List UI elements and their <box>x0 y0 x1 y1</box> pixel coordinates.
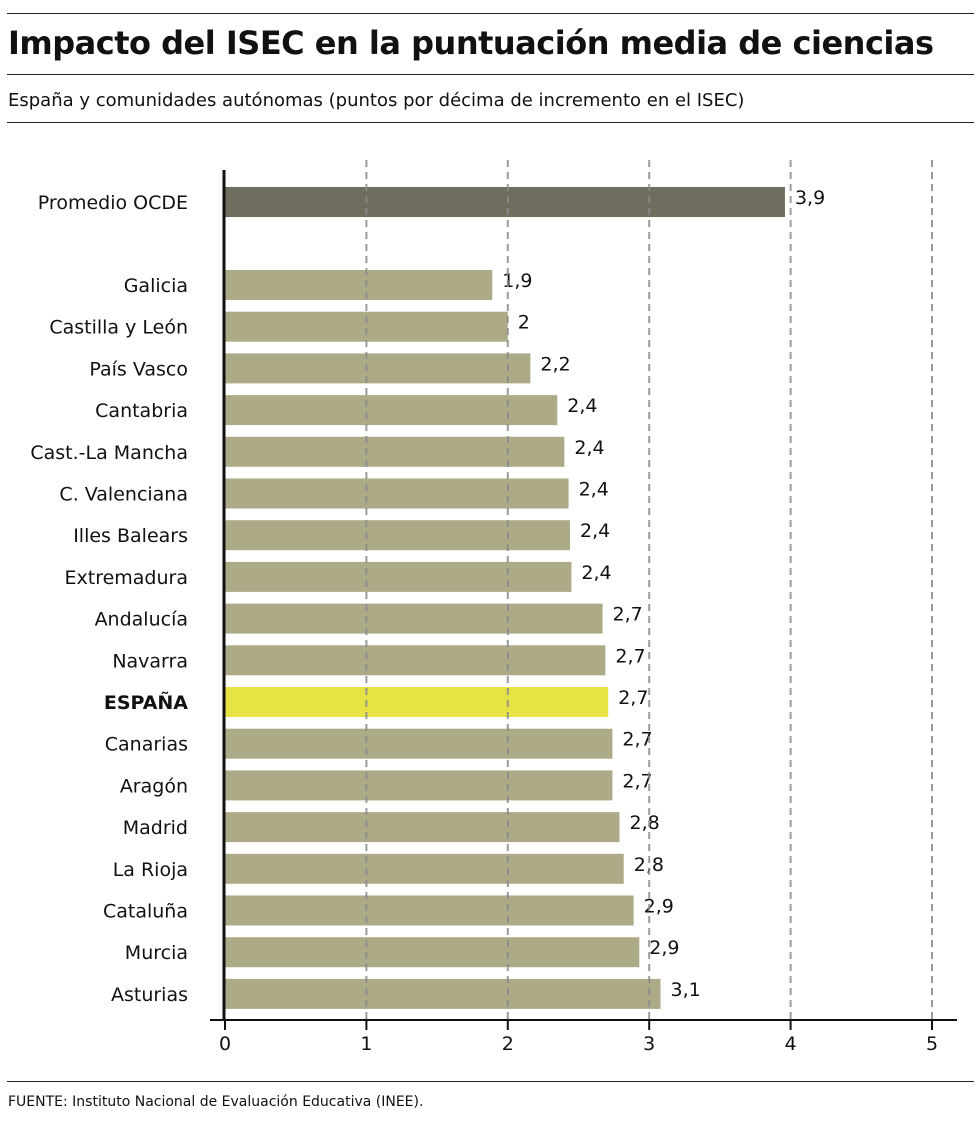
data-label: 2,4 <box>579 479 609 501</box>
x-tick-label: 1 <box>360 1033 372 1055</box>
category-label: Extremadura <box>65 567 189 589</box>
category-label: Andalucía <box>95 609 188 631</box>
bar-12 <box>225 728 613 759</box>
bar-chart: Promedio OCDE 3,9 Galicia 1,9 Castilla y Leó… <box>30 160 957 1055</box>
category-label: Madrid <box>123 817 188 839</box>
category-label: La Rioja <box>113 859 188 881</box>
category-label: Aragón <box>120 775 188 797</box>
subtitle-rule <box>7 122 974 123</box>
category-label: Illes Balears <box>73 525 188 547</box>
x-tick-label: 4 <box>785 1033 797 1055</box>
data-label: 2,7 <box>615 645 645 667</box>
bar-18 <box>225 978 661 1009</box>
category-label: Galicia <box>124 275 188 297</box>
title-rule <box>7 74 974 75</box>
data-label: 2,4 <box>567 395 597 417</box>
category-label: Asturias <box>111 984 188 1006</box>
source-note: FUENTE: Instituto Nacional de Evaluación… <box>8 1094 424 1110</box>
data-label: 1,9 <box>502 270 532 292</box>
data-label: 2,8 <box>630 812 660 834</box>
data-label: 2,9 <box>644 896 674 918</box>
category-label: Castilla y León <box>49 317 188 339</box>
bar-17 <box>225 937 640 968</box>
bar-10 <box>225 645 606 676</box>
bar-6 <box>225 478 569 509</box>
data-label: 2,9 <box>649 937 679 959</box>
category-label: Navarra <box>112 650 188 672</box>
category-label: Murcia <box>125 942 188 964</box>
data-label: 2,7 <box>618 687 648 709</box>
category-label: Promedio OCDE <box>38 192 188 214</box>
category-label: ESPAÑA <box>104 690 188 714</box>
category-label: Cantabria <box>95 400 188 422</box>
bar-7 <box>225 520 571 551</box>
x-tick-label: 5 <box>926 1033 938 1055</box>
category-label: Cast.-La Mancha <box>30 442 188 464</box>
data-label: 2,2 <box>540 353 570 375</box>
data-label: 3,9 <box>795 187 825 209</box>
x-tick-label: 3 <box>643 1033 655 1055</box>
bar-1 <box>225 270 493 300</box>
x-tick-label: 0 <box>219 1033 231 1055</box>
data-label: 2,4 <box>574 437 604 459</box>
category-label: Cataluña <box>103 901 188 923</box>
bar-13 <box>225 770 613 801</box>
x-tick-label: 2 <box>502 1033 514 1055</box>
data-label: 2 <box>518 312 530 334</box>
bar-14 <box>225 812 620 843</box>
bar-9 <box>225 603 603 634</box>
bar-3 <box>225 353 531 384</box>
data-label: 2,7 <box>622 729 652 751</box>
bar-16 <box>225 895 634 926</box>
data-label: 2,4 <box>581 562 611 584</box>
category-label: Canarias <box>105 734 188 756</box>
bar-15 <box>225 853 624 884</box>
top-rule <box>7 13 974 14</box>
category-label: País Vasco <box>89 358 188 380</box>
category-label: C. Valenciana <box>59 484 188 506</box>
bar-5 <box>225 436 565 467</box>
bar-11 <box>225 687 609 717</box>
bar-0 <box>225 187 785 217</box>
bar-4 <box>225 395 558 426</box>
bottom-rule <box>7 1081 974 1082</box>
bar-8 <box>225 561 572 592</box>
chart-title: Impacto del ISEC en la puntuación media … <box>8 24 934 62</box>
chart-subtitle: España y comunidades autónomas (puntos p… <box>8 90 745 111</box>
data-label: 3,1 <box>671 979 701 1001</box>
data-label: 2,7 <box>622 770 652 792</box>
data-label: 2,4 <box>580 520 610 542</box>
data-label: 2,7 <box>613 604 643 626</box>
data-label: 2,8 <box>634 854 664 876</box>
